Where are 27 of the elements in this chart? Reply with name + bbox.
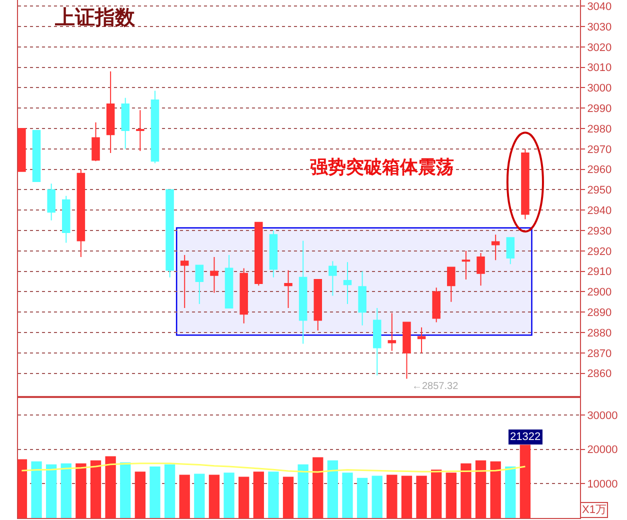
y-tick-label: 2870 [587, 348, 612, 360]
y-tick-label: 2970 [587, 144, 612, 156]
y-tick-label: 3040 [587, 0, 612, 13]
y-tick-label: 2900 [587, 286, 612, 299]
chart-title: 上证指数 [54, 5, 136, 29]
annotation: ←2857.32 [412, 381, 459, 392]
y-tick-label: 2960 [587, 164, 612, 176]
y-tick-label: 30000 [587, 410, 618, 422]
y-axis-title: X1万 [582, 504, 606, 516]
annotation: 强势突破箱体震荡 [310, 157, 454, 178]
y-tick-label: 2860 [587, 368, 612, 380]
y-tick-label: 2980 [587, 123, 612, 136]
y-tick-label: 2890 [587, 306, 612, 319]
y-tick-label: 2950 [587, 184, 612, 197]
y-tick-label: 20000 [587, 444, 618, 456]
y-tick-label: 2920 [587, 246, 612, 258]
y-tick-label: 3030 [587, 21, 612, 34]
y-tick-label: 2880 [587, 327, 612, 340]
y-tick-label: 3010 [587, 62, 612, 74]
y-tick-label: 2910 [587, 266, 612, 278]
y-tick-label: 3000 [587, 82, 612, 95]
y-tick-label: 3020 [587, 42, 612, 54]
data-label: 21322 [510, 431, 541, 443]
y-tick-label: 2930 [587, 225, 612, 238]
y-tick-label: 2940 [587, 204, 612, 217]
y-tick-label: 2990 [587, 102, 612, 115]
y-tick-label: 10000 [587, 478, 618, 491]
